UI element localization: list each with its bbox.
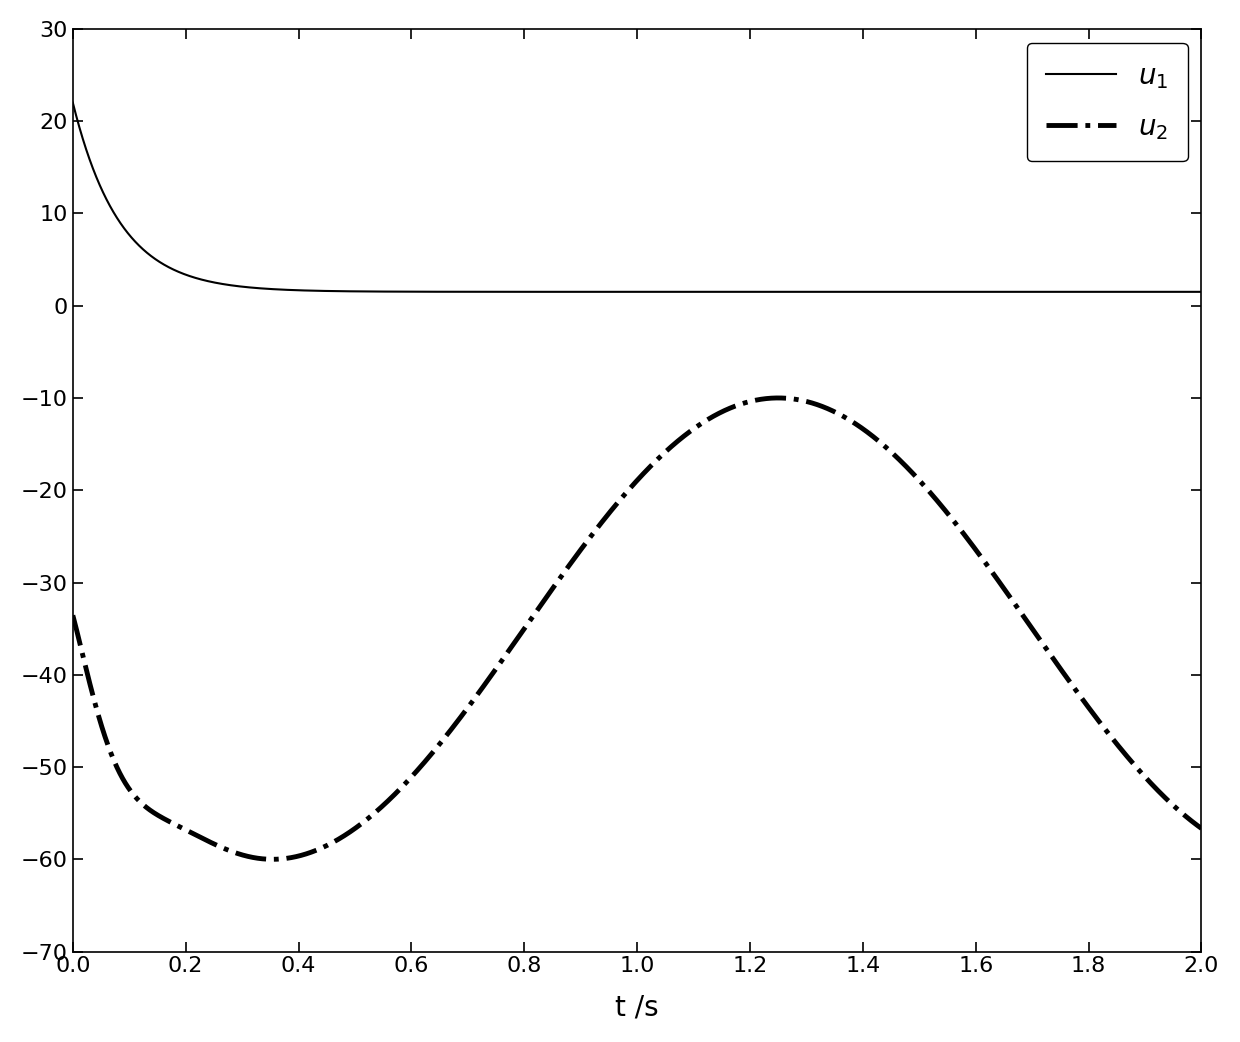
X-axis label: t /s: t /s <box>615 993 658 1021</box>
Legend: $u_1$, $u_2$: $u_1$, $u_2$ <box>1027 43 1188 162</box>
